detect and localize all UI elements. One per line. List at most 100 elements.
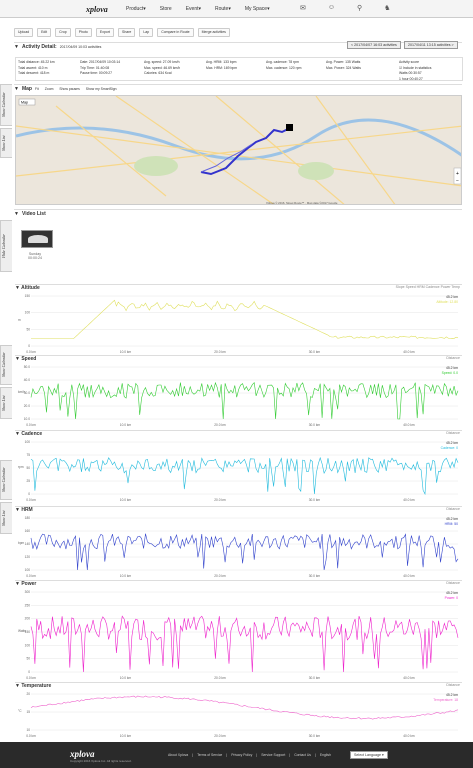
chart-plot[interactable]: 150 100 50 0 0.0 km 10.0 km 20.0 km 30.0 km 40.0… [15,292,462,354]
x-tick-label: 0.0 km [26,676,36,680]
y-tick-label: 120 [25,555,31,559]
chart-legend[interactable]: Distance [446,356,460,360]
chart-speed: ▼ Speed Distance 50.0 40.0 30.0 20.0 10.0 0.0 k… [15,355,462,427]
nav-product[interactable]: Product▾ [126,6,146,12]
collapse-icon[interactable]: ▼ [14,44,19,50]
series-line-cadence [30,456,459,496]
show-list-tab[interactable]: Show List [0,387,12,419]
export-button[interactable]: Export [95,28,114,37]
show-smartsign-toggle[interactable]: Show my SmartSign [85,87,117,91]
y-tick-label: 100 [25,440,31,444]
nav-store[interactable]: Store [159,6,172,12]
y-tick-label: 20.0 [24,404,30,408]
map-zoom-button[interactable]: Zoom [44,87,54,91]
language-select[interactable]: Select Language ▾ [350,751,388,759]
stat-max-cadence: Max. cadence: 120 rpm [266,65,302,70]
chart-plot[interactable]: 100 75 50 25 0 0.0 km 10.0 km 20.0 km 30.0 km 40.… [15,438,462,502]
x-tick-label: 40.0 km [403,676,415,680]
chart-plot[interactable]: 20 15 10 0.0 km 10.0 km 20.0 km 30.0 km 40.0 km… [15,690,462,738]
edit-button[interactable]: Edit [37,28,52,37]
collapse-icon[interactable]: ▼ [14,86,19,92]
show-calendar-tab[interactable]: Show Calendar [0,84,12,126]
lap-button[interactable]: Lap [139,28,154,37]
y-tick-label: 200 [25,617,31,621]
y-tick-label: 100 [25,311,31,315]
avatar-icon[interactable]: ♞ [384,5,391,12]
merge-button[interactable]: Merge activities [197,28,230,37]
x-tick-label: 20.0 km [214,574,226,578]
chart-header: ▼ Temperature Distance [15,682,462,689]
upload-button[interactable]: Upload [14,28,34,37]
nav-event[interactable]: Event▾ [185,6,201,12]
show-calendar-tab[interactable]: Show Calendar [0,460,12,500]
share-button[interactable]: Share [118,28,136,37]
zoom-control[interactable] [453,167,461,185]
chart-legend[interactable]: Slope Speed HRM Cadence Power Temp [395,285,460,289]
y-axis-unit: m [18,318,21,322]
compare-button[interactable]: Compare in Route [157,28,194,37]
mail-icon[interactable]: ✉ [300,5,306,12]
x-tick-label: 10.0 km [120,574,132,578]
nav-route[interactable]: Route▾ [215,6,231,12]
crop-button[interactable]: Crop [55,28,71,37]
footer-link-privacy[interactable]: Privacy Policy [231,753,253,757]
video-header: ▼ Video List [14,209,462,218]
chart-title[interactable]: ▼ Altitude [15,285,40,291]
chart-hrm: ▼ HRM Distance 180 160 140 120 100 0.0 km 10.0 k… [15,506,462,578]
stat-trip-time: Trip Time: 01:40:08 [80,65,110,70]
map-type-select[interactable] [18,98,36,106]
collapse-icon[interactable]: ▼ [14,211,19,217]
chart-legend[interactable]: Distance [446,683,460,687]
footer-link-contact[interactable]: Contact Us [294,753,311,757]
chart-plot[interactable]: 50.0 40.0 30.0 20.0 10.0 0.0 km 10.0 km 20.0 km… [15,363,462,427]
series-value-label: HRM: 50 [445,522,458,526]
main-nav: Product▾ Store Event▾ Route▾ My Space▾ [126,6,270,12]
x-tick-label: 20.0 km [214,676,226,680]
chart-plot[interactable]: 180 160 140 120 100 0.0 km 10.0 km 20.0 km 30.0 … [15,514,462,578]
video-thumbnail[interactable] [21,230,53,248]
chart-cadence: ▼ Cadence Distance 100 75 50 25 0 0.0 km 10.0 km… [15,430,462,502]
footer-link-support[interactable]: Service Support [261,753,286,757]
activity-title: Activity Detail: [21,44,57,50]
chart-title[interactable]: ▼ Power [15,581,37,587]
chart-title[interactable]: ▼ Speed [15,356,37,362]
footer-link-about[interactable]: About Xplova [168,753,189,757]
x-tick-label: 10.0 km [120,734,132,738]
route-map[interactable]: Map + − Xplova © 2016, Street Route™ · M… [15,95,462,205]
map-title: Map [21,86,32,92]
y-tick-label: 100 [25,568,31,572]
nav-my-space[interactable]: My Space▾ [244,6,270,12]
show-list-tab[interactable]: Show List [0,128,12,158]
search-icon[interactable]: ⚲ [357,5,363,12]
stat-total-ascent: Total ascent: 410 m [18,65,48,70]
hide-calendar-tab[interactable]: Hide Calendar [0,220,12,272]
chart-title[interactable]: ▼ Cadence [15,431,43,437]
footer-link-terms[interactable]: Terms of Service [197,753,223,757]
stat-max-power: Max. Power: 324 Watts [326,65,361,70]
show-pauses-toggle[interactable]: Show pauses [59,87,80,91]
map-canvas: Map + − Xplova © 2016, Street Route™ · M… [16,96,461,204]
photo-button[interactable]: Photo [74,28,92,37]
chart-title[interactable]: ▼ HRM [15,507,33,513]
show-list-tab[interactable]: Show List [0,502,12,534]
include-statistics-checkbox[interactable]: ☑ Include in statistics [399,65,432,70]
x-tick-label: 30.0 km [309,423,321,427]
zoom-out-icon[interactable]: − [456,178,459,184]
chart-legend[interactable]: Distance [446,431,460,435]
xplova-logo[interactable]: xplova [86,5,108,14]
footer-language-text[interactable]: English [319,753,332,757]
footer-logo[interactable]: xplova [70,749,95,759]
chart-plot[interactable]: 300 250 200 150 100 50 0 0.0 km 10.0 km 20.0 km 30… [15,588,462,680]
map-fit-button[interactable]: Fit [34,87,39,91]
show-calendar-tab[interactable]: Show Calendar [0,345,12,385]
x-tick-label: 30.0 km [309,574,321,578]
x-tick-label: 20.0 km [214,734,226,738]
max-distance-label: 45.2 km [446,517,458,521]
people-icon[interactable]: ☺ [327,4,336,11]
chart-title[interactable]: ▼ Temperature [15,683,52,689]
chart-legend[interactable]: Distance [446,581,460,585]
zoom-in-icon[interactable]: + [456,171,459,177]
chart-legend[interactable]: Distance [446,507,460,511]
prev-activity-button[interactable]: < 2017/04/07 16:03 activities [347,41,401,49]
next-activity-button[interactable]: 2017/04/11 13:15 activities > [404,41,458,49]
